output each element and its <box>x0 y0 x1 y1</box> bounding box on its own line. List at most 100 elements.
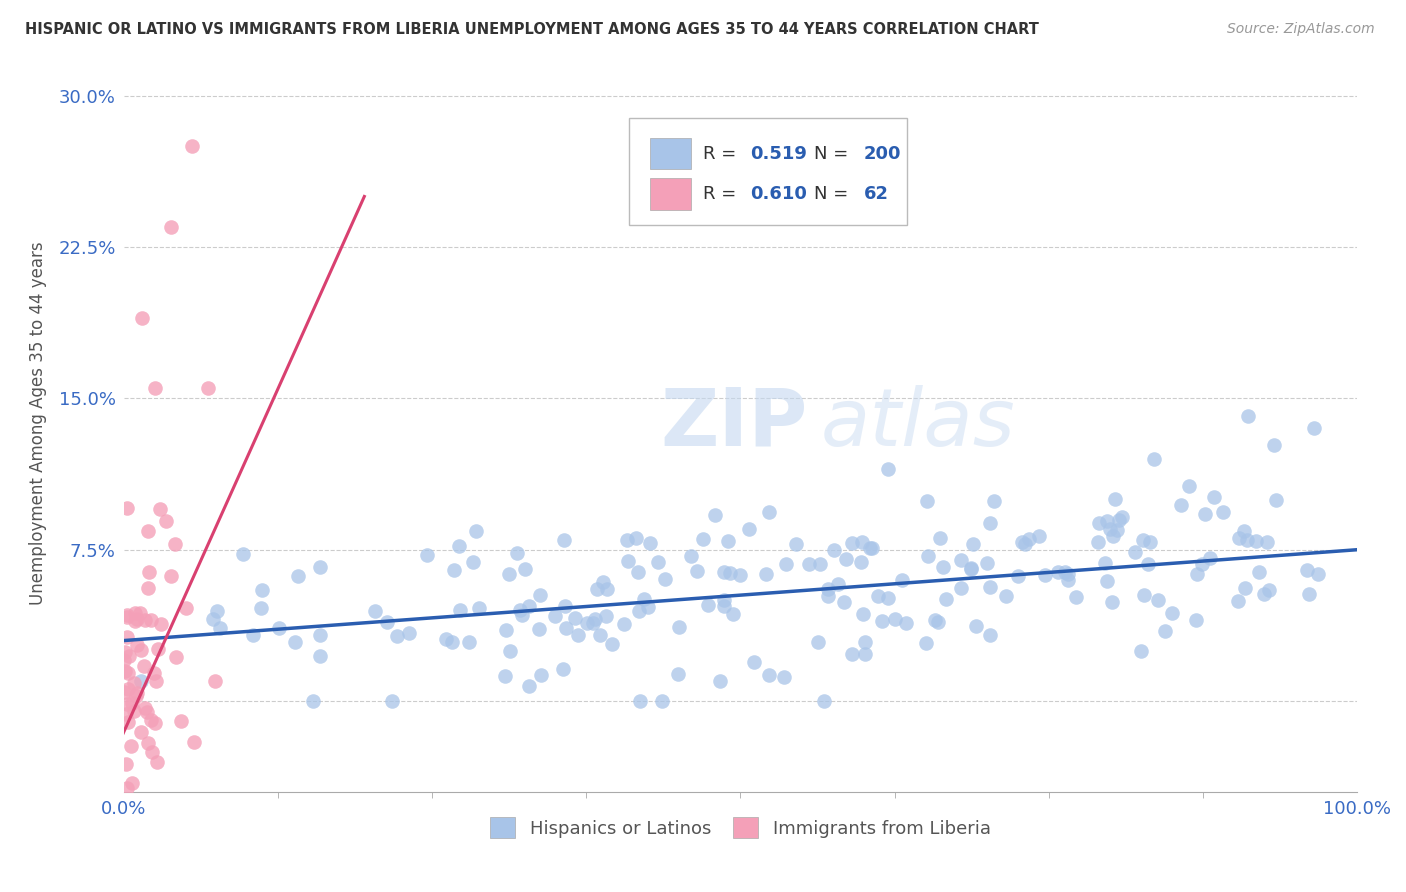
Bar <box>651 178 692 210</box>
Text: 62: 62 <box>863 186 889 203</box>
Point <box>924 613 946 627</box>
Y-axis label: Unemployment Among Ages 35 to 44 years: Unemployment Among Ages 35 to 44 years <box>30 242 46 606</box>
Point <box>851 535 873 549</box>
Point <box>595 582 617 596</box>
Point <box>375 615 398 629</box>
Point <box>1007 569 1029 583</box>
Point <box>443 563 465 577</box>
Point <box>117 829 139 843</box>
Point <box>118 648 141 663</box>
Point <box>575 615 598 630</box>
Point <box>983 493 1005 508</box>
Point <box>758 668 780 682</box>
Point <box>718 566 741 580</box>
Point <box>755 567 778 582</box>
Point <box>364 604 387 618</box>
Point <box>1263 438 1285 452</box>
Point <box>114 664 136 678</box>
Point <box>125 638 148 652</box>
Point <box>115 607 138 622</box>
Point <box>737 522 759 536</box>
Text: 0.610: 0.610 <box>751 186 807 203</box>
Point <box>1154 624 1177 639</box>
Point <box>1104 491 1126 506</box>
Point <box>165 650 187 665</box>
Point <box>877 591 900 606</box>
Point <box>129 606 152 620</box>
Point <box>141 746 163 760</box>
Point <box>1233 524 1256 538</box>
Point <box>950 582 973 596</box>
Point <box>647 555 669 569</box>
Point <box>668 620 690 634</box>
Point <box>124 614 146 628</box>
Point <box>799 557 821 571</box>
Text: atlas: atlas <box>821 384 1015 463</box>
Point <box>1139 535 1161 549</box>
Point <box>553 662 575 676</box>
Point <box>959 560 981 574</box>
Point <box>1095 515 1118 529</box>
Legend: Hispanics or Latinos, Immigrants from Liberia: Hispanics or Latinos, Immigrants from Li… <box>484 810 998 846</box>
Point <box>134 613 156 627</box>
Point <box>628 604 651 618</box>
FancyBboxPatch shape <box>630 118 907 225</box>
Point <box>138 566 160 580</box>
Point <box>114 645 136 659</box>
Point <box>1018 532 1040 546</box>
Point <box>1102 529 1125 543</box>
Point <box>1298 587 1320 601</box>
Point <box>628 694 651 708</box>
Point <box>1185 567 1208 582</box>
Point <box>1147 593 1170 607</box>
Text: HISPANIC OR LATINO VS IMMIGRANTS FROM LIBERIA UNEMPLOYMENT AMONG AGES 35 TO 44 Y: HISPANIC OR LATINO VS IMMIGRANTS FROM LI… <box>25 22 1039 37</box>
Point <box>917 549 939 563</box>
Point <box>180 139 202 153</box>
Point <box>1132 588 1154 602</box>
Text: 0.519: 0.519 <box>751 145 807 163</box>
Point <box>868 589 890 603</box>
Text: N =: N = <box>814 145 849 163</box>
Point <box>1236 409 1258 423</box>
Point <box>627 565 650 579</box>
Point <box>849 556 872 570</box>
Point <box>612 617 634 632</box>
Point <box>1194 507 1216 521</box>
Point <box>509 603 531 617</box>
Point <box>553 533 575 548</box>
Point <box>150 617 173 632</box>
Point <box>1097 574 1119 588</box>
Point <box>309 627 332 641</box>
Point <box>494 668 516 682</box>
Point <box>1011 534 1033 549</box>
Point <box>1094 556 1116 570</box>
Point <box>841 536 863 550</box>
Point <box>115 501 138 516</box>
Point <box>385 629 408 643</box>
Point <box>1303 420 1326 434</box>
Point <box>136 524 159 538</box>
Point <box>772 670 794 684</box>
Point <box>463 556 485 570</box>
Point <box>122 704 145 718</box>
Point <box>935 592 957 607</box>
Point <box>824 543 846 558</box>
Point <box>651 694 673 708</box>
Point <box>960 562 983 576</box>
Point <box>841 648 863 662</box>
Point <box>132 659 155 673</box>
Point <box>129 673 152 688</box>
Point <box>728 567 751 582</box>
Point <box>250 600 273 615</box>
Point <box>617 554 640 568</box>
Point <box>582 615 605 630</box>
Point <box>583 612 606 626</box>
Point <box>209 622 232 636</box>
Point <box>717 533 740 548</box>
Point <box>145 673 167 688</box>
Point <box>207 604 229 618</box>
Point <box>685 564 707 578</box>
Point <box>143 715 166 730</box>
Point <box>713 599 735 614</box>
Point <box>1191 557 1213 571</box>
